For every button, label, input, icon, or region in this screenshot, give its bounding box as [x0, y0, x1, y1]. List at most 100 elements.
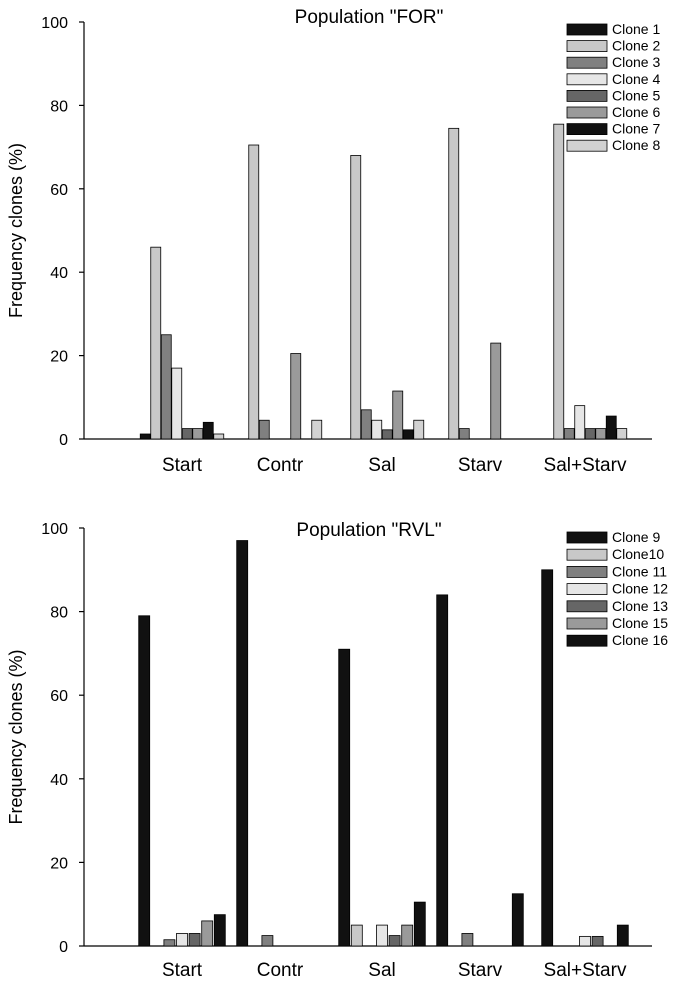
chart1-bar — [311, 419, 323, 440]
chart1-y-tick-label: 60 — [50, 182, 68, 199]
chart2-legend-label: Clone 16 — [612, 632, 668, 648]
chart2-bar — [201, 920, 214, 947]
chart1-legend-label: Clone 4 — [612, 71, 660, 87]
chart2-x-tick-label: Starv — [458, 960, 503, 981]
chart1-x-tick-label: Contr — [257, 455, 304, 476]
chart1-bar — [360, 409, 372, 440]
chart1-bar — [371, 419, 383, 440]
chart2-bar — [350, 924, 363, 947]
chart1-legend-label: Clone 8 — [612, 137, 660, 153]
chart1-bar — [448, 127, 460, 440]
chart1-bar — [139, 433, 151, 440]
chart2-legend-label: Clone10 — [612, 546, 664, 562]
chart2-x-tick-label: Sal — [368, 960, 395, 981]
chart1-legend-label: Clone 7 — [612, 121, 660, 137]
chart2-bar — [163, 939, 176, 947]
chart2-bar — [511, 893, 524, 947]
chart1-bar — [584, 428, 596, 440]
chart1-bar — [213, 433, 225, 440]
chart2-x-tick-label: Start — [162, 960, 203, 981]
chart1-y-axis-label: Frequency clones (%) — [6, 143, 26, 318]
chart2-y-tick-label: 60 — [50, 688, 68, 705]
chart2-legend-label: Clone 13 — [612, 598, 668, 614]
chart2-bar — [436, 594, 449, 947]
chart2-bar — [176, 933, 188, 947]
chart1-y-tick-label: 20 — [50, 349, 68, 366]
chart1-bar — [171, 367, 183, 440]
chart2-legend-label: Clone 11 — [612, 563, 667, 579]
chart1-x-tick-label: Sal+Starv — [544, 455, 627, 476]
chart1-y-tick-label: 100 — [41, 15, 68, 32]
chart1-bar — [160, 334, 172, 440]
chart1-bar — [290, 353, 302, 440]
chart1-legend-swatch — [566, 123, 608, 135]
chart2-legend-swatch — [566, 600, 608, 613]
chart2-legend-swatch — [566, 617, 608, 630]
chart2-y-tick-label: 0 — [59, 939, 68, 956]
chart1-x-tick-label: Starv — [458, 455, 503, 476]
chart1-legend-label: Clone 2 — [612, 38, 660, 54]
chart1-bar — [202, 421, 214, 440]
chart2-bar — [413, 901, 426, 947]
chart1-bar — [192, 428, 204, 440]
chart1-bar — [458, 428, 470, 440]
chart2-bar — [188, 933, 201, 947]
chart2-legend-swatch — [566, 531, 608, 544]
chart1-bar — [381, 429, 393, 440]
chart2-x-tick-label: Contr — [257, 960, 304, 981]
chart2-bar — [616, 924, 629, 947]
chart1-bar — [574, 405, 586, 440]
chart1-bar — [402, 429, 414, 440]
chart1-x-tick-label: Start — [162, 455, 203, 476]
chart2-bar — [338, 648, 351, 947]
chart2-bar — [213, 914, 226, 947]
chart1-bar — [150, 246, 162, 440]
chart1-bar — [392, 390, 404, 440]
chart2-legend-swatch — [566, 583, 608, 595]
chart1-bar — [616, 428, 628, 440]
chart1-legend-swatch — [566, 139, 608, 152]
chart2-bar — [138, 615, 151, 947]
chart1-legend-swatch — [566, 56, 608, 69]
chart1-y-tick-label: 80 — [50, 98, 68, 115]
chart1-bar — [605, 415, 617, 440]
chart2-x-tick-label: Sal+Starv — [544, 960, 627, 981]
chart1-bar — [553, 123, 565, 440]
chart1-bar — [350, 155, 362, 440]
chart1-legend-label: Clone 6 — [612, 104, 660, 120]
chart2-bar — [261, 935, 274, 947]
chart1-legend-swatch — [566, 23, 608, 36]
chart2-legend-label: Clone 9 — [612, 529, 660, 545]
chart2-bar — [591, 935, 604, 947]
chart2-legend-label: Clone 15 — [612, 615, 668, 631]
chart2-bar — [461, 933, 474, 947]
chart2-y-tick-label: 20 — [50, 855, 68, 872]
chart1-bar — [490, 342, 502, 440]
chart2-y-tick-label: 40 — [50, 772, 68, 789]
chart1-bar — [181, 428, 193, 440]
chart2-bar — [236, 540, 249, 947]
chart2-y-tick-label: 100 — [41, 521, 68, 538]
chart1-legend-swatch — [566, 73, 608, 86]
chart2-title: Population "RVL" — [296, 520, 441, 541]
chart1-legend-label: Clone 1 — [612, 21, 660, 37]
chart1-bar — [258, 419, 270, 440]
chart2-y-axis-label: Frequency clones (%) — [6, 649, 26, 824]
chart2-legend-swatch — [566, 548, 608, 561]
chart2-bar — [388, 935, 401, 947]
chart2-bar — [376, 924, 388, 947]
chart2-bar — [401, 924, 414, 947]
chart1-legend-label: Clone 5 — [612, 87, 660, 103]
chart1-legend-swatch — [566, 106, 608, 119]
chart1-legend-label: Clone 3 — [612, 54, 660, 70]
chart1-legend-swatch — [566, 90, 608, 102]
chart2-legend-label: Clone 12 — [612, 581, 668, 597]
chart1-y-tick-label: 40 — [50, 265, 68, 282]
chart1-x-tick-label: Sal — [368, 455, 395, 476]
chart1-bar — [413, 419, 425, 440]
chart2-y-tick-label: 80 — [50, 605, 68, 622]
chart1-legend-swatch — [566, 40, 608, 52]
chart1-bar — [248, 144, 260, 440]
chart2-bar — [541, 569, 554, 947]
